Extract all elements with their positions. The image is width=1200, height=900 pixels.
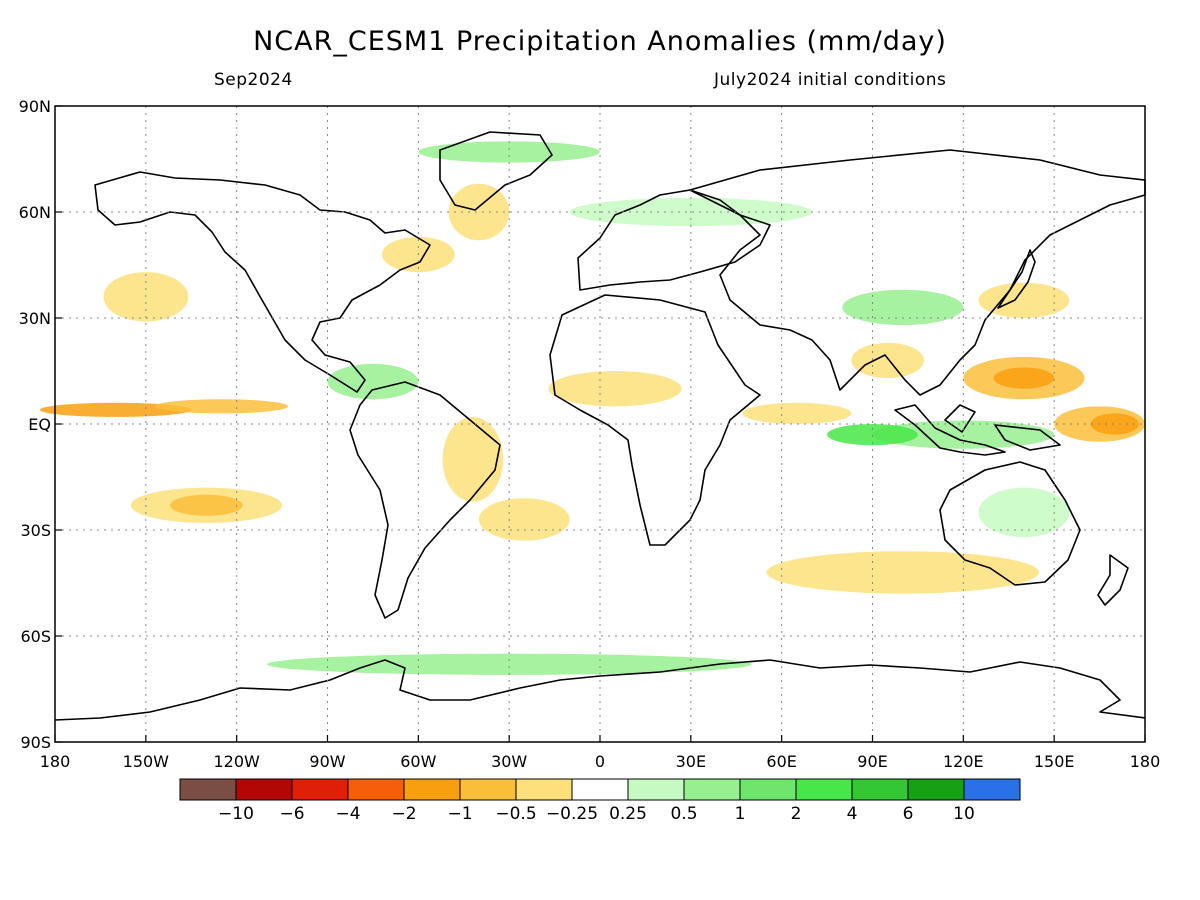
anomaly-region [478,498,570,541]
graticule [55,106,1145,742]
initial-conditions-label: July2024 initial conditions [714,70,947,90]
colorbar-label: −4 [335,804,360,824]
anomaly-region [993,367,1055,389]
lon-tick-label: 90W [309,752,345,771]
anomaly-region [327,363,419,400]
colorbar-label: 2 [791,804,802,824]
colorbar-swatch [739,778,797,801]
lon-tick-label: 120W [213,752,260,771]
colorbar-swatch [179,778,237,801]
colorbar-swatch [627,778,685,801]
lon-tick-label: 30E [676,752,706,771]
anomaly-region [978,282,1070,319]
africa-coastline [549,294,761,546]
anomaly-region [418,141,600,163]
colorbar: −10 −6 −4 −2 −1 −0.5 −0.25 0.25 0.5 1 2 4 6 10 [179,778,1021,824]
anomaly-region [154,399,289,414]
lat-tick-label: 60N [19,203,51,222]
lat-tick-label: 30N [19,309,51,328]
lon-tick-label: 60E [766,752,796,771]
anomaly-region [742,402,852,424]
colorbar-label: 0.5 [670,804,697,824]
colorbar-label: −0.25 [546,804,598,824]
anomaly-region [39,402,192,417]
lat-tick-label: 90N [19,97,51,116]
anomaly-shading [39,141,1146,675]
continent-outlines [54,131,1146,721]
lat-tick-label: 30S [20,521,51,540]
greenland-coastline [439,131,553,211]
lon-tick-label: 180 [40,752,71,771]
longitude-axis: 180 150W 120W 90W 60W 30W 0 30E 60E 90E 120E 150E 18… [40,735,1161,771]
lon-tick-label: 180 [1130,752,1161,771]
anomaly-region [842,289,964,326]
colorbar-label: −1 [447,804,472,824]
colorbar-label: 4 [847,804,858,824]
new-zealand-coastline [1097,554,1129,606]
colorbar-swatch [963,778,1021,801]
colorbar-swatch [403,778,461,801]
maritime-continent-coastline [894,404,1061,456]
anomaly-region [442,416,504,502]
lon-tick-label: 120E [943,752,984,771]
colorbar-label: −6 [279,804,304,824]
anomaly-region [1090,413,1139,435]
latitude-axis: 90N 60N 30N EQ 30S 60S 90S [19,97,62,752]
lon-tick-label: 30W [491,752,527,771]
anomaly-region [266,653,752,675]
colorbar-swatch [459,778,517,801]
lon-tick-label: 60W [400,752,436,771]
anomaly-region [851,342,924,379]
anomaly-region [448,183,510,241]
anomaly-region [827,424,918,446]
chart-title: NCAR_CESM1 Precipitation Anomalies (mm/d… [253,26,947,57]
lat-tick-label: 60S [20,627,51,646]
colorbar-swatch [515,778,573,801]
colorbar-label: 10 [953,804,975,824]
colorbar-swatch [291,778,349,801]
colorbar-swatch [347,778,405,801]
colorbar-label: 0.25 [609,804,647,824]
japan-coastline [997,249,1036,309]
colorbar-label: −0.5 [495,804,536,824]
lon-tick-label: 150E [1034,752,1075,771]
colorbar-swatch [235,778,293,801]
north-america-coastline [94,171,431,393]
lat-tick-label: EQ [28,415,51,434]
lat-tick-label: 90S [20,733,51,752]
colorbar-swatch [795,778,853,801]
colorbar-label: 6 [903,804,914,824]
anomaly-region [170,494,243,516]
colorbar-label: −2 [391,804,416,824]
colorbar-swatch [683,778,741,801]
anomaly-region [548,371,682,407]
colorbar-label: 1 [735,804,746,824]
anomaly-region [766,551,1040,594]
colorbar-label: −10 [218,804,254,824]
colorbar-swatch [907,778,965,801]
lon-tick-label: 0 [595,752,605,771]
colorbar-swatch [571,778,629,801]
lon-tick-label: 150W [123,752,170,771]
colorbar-swatch [851,778,909,801]
asia-coastline [689,149,1146,396]
antarctica-coastline [54,659,1146,721]
australia-coastline [939,461,1081,586]
lon-tick-label: 90E [857,752,887,771]
anomaly-region [978,487,1070,538]
valid-month-label: Sep2024 [214,70,293,90]
